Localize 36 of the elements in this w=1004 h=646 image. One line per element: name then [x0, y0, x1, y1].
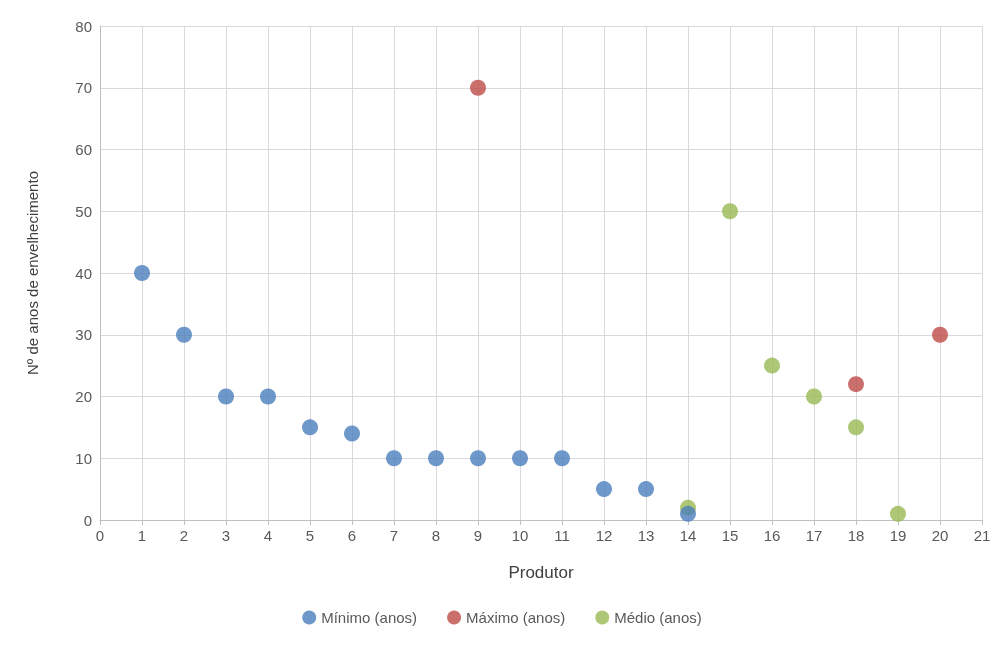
- legend-label: Máximo (anos): [466, 609, 566, 626]
- x-tick-label: 7: [389, 527, 399, 544]
- x-tick-label: 1: [137, 527, 147, 544]
- x-tick-label: 16: [763, 527, 781, 544]
- y-axis-title: Nº de anos de envelhecimento: [24, 171, 41, 375]
- x-tick-label: 19: [889, 527, 907, 544]
- x-tick-label: 13: [637, 527, 655, 544]
- x-tick-label: 6: [347, 527, 357, 544]
- y-tick-label: 10: [75, 449, 92, 467]
- y-tick-label: 80: [75, 17, 92, 35]
- y-tick-label: 70: [75, 79, 92, 97]
- x-tick-label: 14: [679, 527, 697, 544]
- x-tick-label: 15: [721, 527, 739, 544]
- x-tick-label: 11: [554, 527, 570, 544]
- x-tick-label: 20: [931, 527, 949, 544]
- legend-label: Mínimo (anos): [321, 609, 418, 626]
- x-tick-label: 3: [221, 527, 231, 544]
- x-tick-label: 21: [973, 527, 991, 544]
- x-tick-label: 17: [805, 527, 823, 544]
- x-tick-label: 8: [431, 527, 441, 544]
- x-tick-label: 4: [263, 527, 273, 544]
- y-tick-label: 0: [83, 511, 92, 529]
- x-tick-label: 2: [179, 527, 189, 544]
- y-tick-label: 40: [75, 264, 92, 282]
- y-tick-label: 50: [75, 202, 92, 220]
- x-tick-label: 18: [847, 527, 865, 544]
- y-tick-label: 60: [75, 141, 92, 158]
- x-tick-label: 0: [95, 527, 105, 544]
- y-tick-label: 30: [75, 326, 92, 344]
- x-tick-label: 12: [595, 527, 613, 544]
- y-tick-label: 20: [75, 388, 92, 405]
- legend-label: Médio (anos): [614, 609, 702, 626]
- x-tick-label: 10: [511, 527, 529, 544]
- x-axis-title: Produtor: [508, 563, 574, 582]
- x-tick-label: 5: [305, 527, 315, 544]
- x-tick-label: 9: [473, 527, 483, 544]
